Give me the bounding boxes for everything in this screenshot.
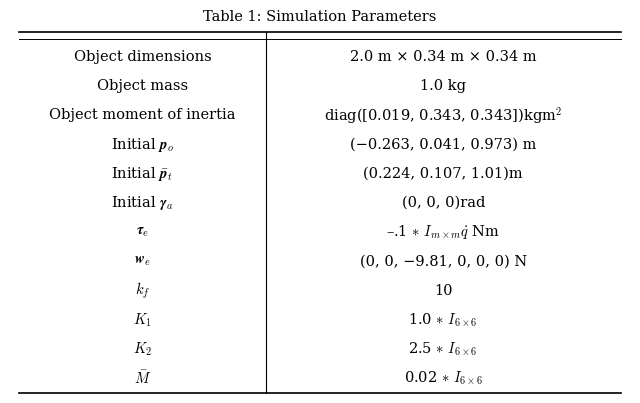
Text: Object mass: Object mass xyxy=(97,79,188,93)
Text: $\boldsymbol{\tau}_e$: $\boldsymbol{\tau}_e$ xyxy=(136,225,149,239)
Text: $k_f$: $k_f$ xyxy=(135,280,150,301)
Text: 10: 10 xyxy=(434,284,452,298)
Text: diag([0.019, 0.343, 0.343])kgm$^2$: diag([0.019, 0.343, 0.343])kgm$^2$ xyxy=(324,105,563,126)
Text: –.1 $*$ $I_{m\times m}\dot{q}$ Nm: –.1 $*$ $I_{m\times m}\dot{q}$ Nm xyxy=(387,223,500,241)
Text: $K_1$: $K_1$ xyxy=(133,311,152,328)
Text: 2.5 $*$ $I_{6\times6}$: 2.5 $*$ $I_{6\times6}$ xyxy=(408,341,478,358)
Text: 1.0 $*$ $I_{6\times6}$: 1.0 $*$ $I_{6\times6}$ xyxy=(408,311,478,328)
Text: Object dimensions: Object dimensions xyxy=(74,50,211,64)
Text: Initial $\boldsymbol{p}_o$: Initial $\boldsymbol{p}_o$ xyxy=(111,135,174,154)
Text: Initial $\bar{\boldsymbol{p}}_t$: Initial $\bar{\boldsymbol{p}}_t$ xyxy=(111,165,173,183)
Text: 0.02 $*$ $I_{6\times6}$: 0.02 $*$ $I_{6\times6}$ xyxy=(404,370,483,387)
Text: $K_2$: $K_2$ xyxy=(133,341,152,358)
Text: $\boldsymbol{w}_e$: $\boldsymbol{w}_e$ xyxy=(134,254,151,268)
Text: (−0.263, 0.041, 0.973) m: (−0.263, 0.041, 0.973) m xyxy=(350,137,536,152)
Text: (0.224, 0.107, 1.01)m: (0.224, 0.107, 1.01)m xyxy=(364,167,523,181)
Text: (0, 0, −9.81, 0, 0, 0) N: (0, 0, −9.81, 0, 0, 0) N xyxy=(360,254,527,268)
Text: 1.0 kg: 1.0 kg xyxy=(420,79,466,93)
Text: Object moment of inertia: Object moment of inertia xyxy=(49,108,236,123)
Text: Initial $\boldsymbol{\gamma}_a$: Initial $\boldsymbol{\gamma}_a$ xyxy=(111,194,173,212)
Text: $\bar{M}$: $\bar{M}$ xyxy=(134,370,151,387)
Text: (0, 0, 0)rad: (0, 0, 0)rad xyxy=(401,196,485,210)
Text: Table 1: Simulation Parameters: Table 1: Simulation Parameters xyxy=(204,10,436,24)
Text: 2.0 m × 0.34 m × 0.34 m: 2.0 m × 0.34 m × 0.34 m xyxy=(350,50,536,64)
